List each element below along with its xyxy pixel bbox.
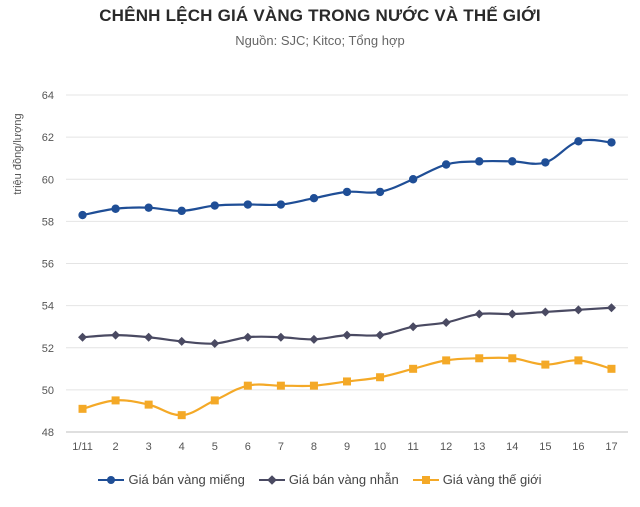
data-point [607, 138, 616, 147]
y-tick-label: 62 [42, 132, 54, 144]
data-point [375, 187, 385, 197]
data-point [177, 336, 187, 346]
x-tick-label: 16 [572, 441, 584, 453]
data-point [540, 307, 550, 317]
data-point [309, 194, 319, 203]
data-point [144, 400, 153, 409]
data-point [376, 373, 385, 382]
y-tick-label: 48 [42, 427, 54, 439]
y-tick-label: 56 [42, 259, 54, 271]
x-tick-label: 3 [146, 441, 152, 453]
data-point [78, 404, 87, 413]
y-tick-label: 64 [42, 90, 54, 102]
data-point [309, 334, 319, 344]
series [78, 137, 616, 420]
x-tick-label: 15 [539, 441, 551, 453]
legend-label: Giá bán vàng miếng [128, 472, 245, 487]
data-point [144, 203, 153, 212]
grid [66, 94, 628, 433]
data-point [342, 330, 352, 340]
data-point [508, 157, 517, 166]
data-point [243, 381, 252, 390]
data-point [574, 137, 583, 146]
legend-item: Giá bán vàng nhẫn [258, 472, 399, 487]
x-tick-label: 13 [473, 441, 485, 453]
x-tick-label: 14 [506, 441, 518, 453]
data-point [474, 309, 484, 319]
data-point [78, 210, 87, 220]
x-tick-label: 9 [344, 441, 350, 453]
data-point [441, 160, 451, 169]
data-point [475, 354, 484, 363]
legend-label: Giá bán vàng nhẫn [288, 472, 399, 487]
y-tick-label: 58 [42, 216, 54, 228]
data-point [177, 411, 186, 420]
data-point [409, 364, 418, 373]
data-point [210, 396, 219, 405]
data-point [574, 356, 583, 365]
y-tick-label: 52 [42, 343, 54, 355]
data-point [541, 158, 550, 167]
data-point [243, 200, 253, 209]
x-tick-label: 12 [440, 441, 452, 453]
data-point [309, 381, 318, 390]
legend-marker-icon [258, 474, 285, 486]
y-axis-label: triệu đồng/lượng [12, 113, 24, 194]
data-point [111, 330, 121, 340]
data-point [606, 303, 616, 313]
data-point [342, 187, 352, 197]
x-tick-label: 11 [407, 441, 418, 453]
data-point [442, 356, 451, 365]
data-point [408, 322, 418, 332]
data-point [573, 305, 583, 315]
data-point [408, 175, 418, 184]
y-tick-label: 60 [42, 174, 54, 186]
data-point [276, 200, 286, 209]
x-tick-label: 4 [179, 441, 185, 453]
data-point [276, 332, 286, 342]
data-point [541, 360, 550, 369]
y-tick-label: 54 [42, 301, 54, 313]
y-tick-label: 50 [42, 385, 54, 397]
x-tick-label: 17 [605, 441, 617, 453]
legend-item: Giá vàng thế giới [412, 472, 542, 487]
x-tick-label: 2 [113, 441, 119, 453]
data-point [276, 381, 285, 390]
data-point [210, 201, 219, 210]
data-point [111, 396, 120, 405]
data-point [375, 330, 385, 340]
series-line [82, 356, 612, 417]
chart-title: CHÊNH LỆCH GIÁ VÀNG TRONG NƯỚC VÀ THẾ GI… [99, 6, 541, 25]
data-point [144, 332, 154, 342]
x-tick-label: 1/11 [72, 441, 93, 453]
series-line [82, 138, 612, 217]
data-point [475, 157, 484, 166]
data-point [508, 354, 517, 363]
chart-subtitle: Nguồn: SJC; Kitco; Tổng hợp [235, 33, 405, 48]
data-point [507, 309, 517, 319]
data-point [111, 204, 120, 213]
x-tick-label: 7 [278, 441, 284, 453]
x-tick-label: 10 [374, 441, 386, 453]
data-point [243, 332, 253, 342]
data-point [177, 206, 186, 216]
x-tick-label: 6 [245, 441, 251, 453]
data-point [78, 332, 88, 342]
data-point [343, 377, 351, 386]
legend-marker-icon [98, 474, 125, 486]
legend-label: Giá vàng thế giới [442, 472, 542, 487]
legend: Giá bán vàng miếng Giá bán vàng nhẫn Giá v… [0, 472, 640, 487]
x-tick-label: 5 [212, 441, 218, 453]
x-tick-label: 8 [311, 441, 317, 453]
legend-marker-icon [412, 474, 439, 486]
data-point [210, 339, 220, 349]
data-point [441, 317, 451, 327]
data-point [607, 364, 616, 373]
legend-item: Giá bán vàng miếng [98, 472, 245, 487]
